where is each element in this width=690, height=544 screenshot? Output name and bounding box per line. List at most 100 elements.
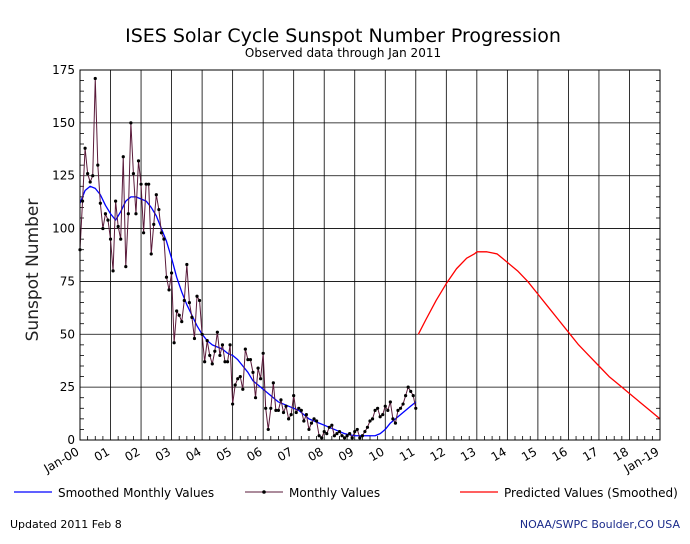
plot-frame: [79, 69, 661, 441]
monthly-point: [149, 252, 153, 256]
monthly-point: [376, 406, 380, 410]
monthly-point: [182, 298, 186, 303]
monthly-point: [383, 404, 387, 408]
x-tick-label: 02: [122, 444, 142, 464]
y-tick-label: 25: [60, 380, 75, 394]
monthly-point: [259, 377, 263, 381]
monthly-point: [391, 417, 395, 421]
monthly-point: [124, 265, 128, 269]
monthly-point: [91, 174, 95, 178]
monthly-point: [238, 374, 242, 379]
monthly-point: [88, 180, 92, 184]
monthly-point: [309, 421, 314, 425]
monthly-point: [404, 394, 408, 398]
monthly-point: [307, 427, 311, 432]
monthly-point: [261, 351, 265, 355]
y-tick-label: 175: [52, 63, 75, 77]
monthly-point: [281, 410, 286, 415]
x-tick-label: 13: [458, 444, 478, 464]
monthly-point: [330, 423, 334, 427]
monthly-point: [340, 434, 344, 438]
monthly-point: [312, 417, 316, 421]
predicted-series-line: [417, 251, 661, 420]
monthly-point: [164, 275, 169, 279]
monthly-point: [233, 383, 237, 387]
monthly-point: [279, 398, 283, 402]
monthly-point: [154, 193, 158, 197]
grid-lines: [79, 69, 661, 441]
monthly-point: [223, 360, 227, 364]
monthly-point: [368, 419, 372, 423]
monthly-point: [348, 432, 352, 436]
monthly-point: [228, 343, 232, 347]
axis-ticks: [80, 80, 660, 440]
monthly-point: [96, 163, 100, 167]
monthly-point: [325, 432, 329, 436]
monthly-point: [195, 294, 199, 298]
monthly-point: [322, 429, 326, 434]
monthly-point: [266, 427, 270, 432]
monthly-point: [144, 182, 148, 186]
y-tick-label: 125: [52, 169, 75, 183]
monthly-point: [175, 309, 179, 313]
monthly-point: [253, 396, 258, 400]
monthly-point: [365, 425, 370, 429]
y-tick-label: 50: [60, 327, 75, 341]
monthly-point: [162, 237, 166, 241]
y-tick-label: 75: [60, 274, 75, 288]
monthly-point: [335, 432, 339, 436]
legend: Smoothed Monthly Values Monthly Values P…: [14, 486, 678, 500]
x-tick-label: 16: [550, 444, 570, 464]
monthly-point: [152, 222, 156, 226]
y-tick-labels: 0 25 50 75 100 125 150 175: [52, 63, 75, 447]
monthly-point: [190, 315, 194, 319]
monthly-point: [208, 353, 212, 358]
monthly-point: [114, 199, 118, 203]
monthly-point: [119, 237, 123, 241]
monthly-point: [236, 377, 240, 381]
monthly-point: [248, 358, 253, 362]
monthly-point: [231, 402, 235, 406]
monthly-point: [220, 343, 225, 347]
monthly-point: [396, 408, 400, 412]
monthly-point: [381, 413, 385, 417]
x-tick-label: 01: [92, 444, 112, 464]
credit-text: NOAA/SWPC Boulder,CO USA: [520, 518, 681, 531]
monthly-point: [353, 429, 357, 434]
monthly-point: [142, 231, 146, 235]
monthly-point: [276, 408, 281, 412]
x-tick-label: 11: [397, 444, 417, 464]
chart-title: ISES Solar Cycle Sunspot Number Progress…: [125, 25, 561, 47]
monthly-point: [93, 76, 97, 81]
monthly-point: [378, 415, 382, 419]
monthly-point: [131, 172, 136, 176]
x-tick-label: 07: [275, 444, 295, 464]
monthly-point: [225, 360, 230, 364]
y-tick-label: 150: [52, 116, 75, 130]
y-tick-label: 100: [52, 222, 75, 236]
y-axis-label: Sunspot Number: [23, 199, 43, 342]
x-tick-label: 10: [367, 444, 387, 464]
monthly-point: [218, 353, 222, 358]
monthly-point: [414, 406, 418, 410]
x-tick-label: 15: [519, 444, 539, 464]
monthly-point: [271, 381, 275, 385]
monthly-point: [185, 262, 189, 267]
x-tick-label: 03: [153, 444, 173, 464]
x-tick-label: 08: [305, 444, 325, 464]
monthly-point: [126, 212, 130, 216]
x-tick-label: 04: [183, 444, 203, 464]
monthly-point: [210, 362, 214, 366]
monthly-point: [294, 410, 298, 415]
monthly-point: [398, 406, 403, 410]
monthly-point: [159, 231, 163, 235]
monthly-point: [401, 402, 405, 406]
monthly-point: [289, 413, 293, 417]
monthly-point: [215, 330, 219, 334]
monthly-point: [129, 121, 133, 125]
monthly-point: [292, 394, 296, 398]
monthly-point: [355, 427, 359, 432]
monthly-point: [167, 288, 171, 292]
monthly-point: [251, 370, 255, 374]
chart-subtitle: Observed data through Jan 2011: [245, 46, 441, 60]
